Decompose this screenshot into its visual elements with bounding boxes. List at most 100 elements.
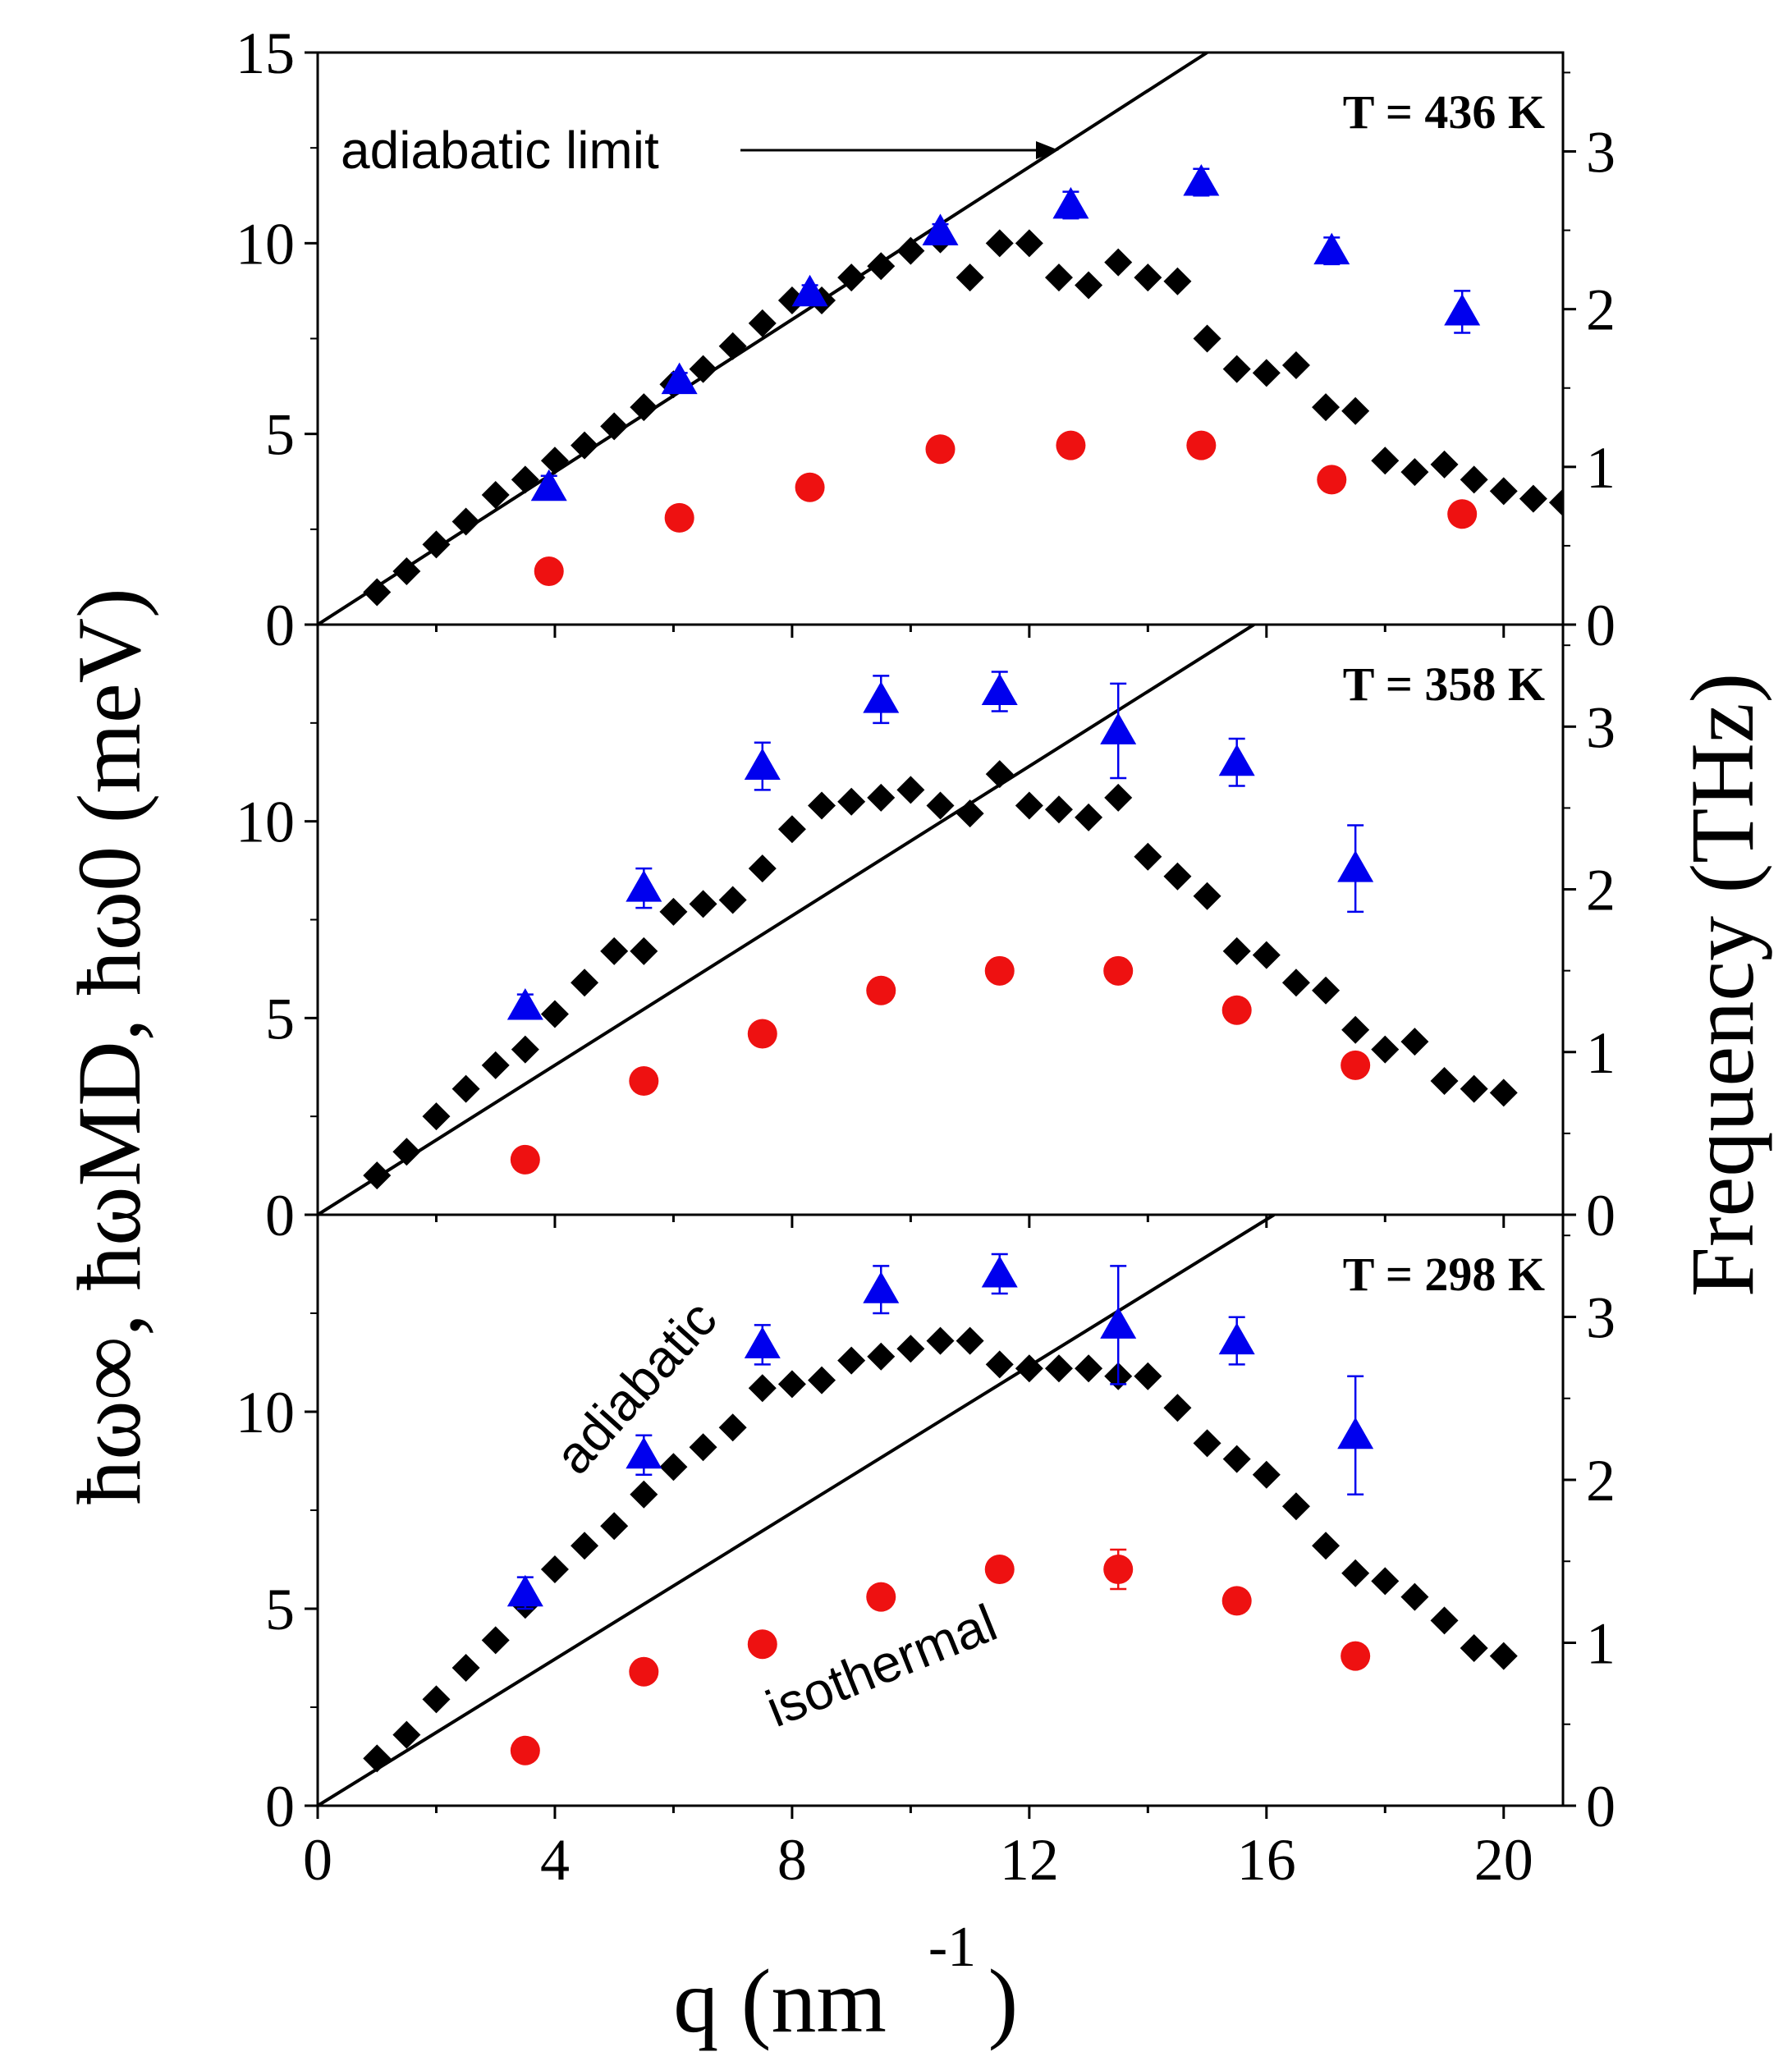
omega-inf-triangle-point [626,870,662,902]
md-diamond-point [511,465,539,494]
y-right-tick-label: 2 [1586,277,1616,343]
omega-0-circle-point [1317,465,1347,495]
panel-temperature-label: T = 298 K [1343,1248,1545,1301]
md-diamond-point [451,1074,480,1103]
panel-frame [316,1213,1565,1807]
md-diamond-point [1134,263,1162,292]
md-diamond-point [540,1555,569,1583]
md-diamond-point [896,236,925,265]
y-left-tick-label: 0 [265,593,295,658]
md-diamond-point [1044,795,1073,824]
md-diamond-point [1193,882,1221,910]
y-left-tick-label: 0 [265,1774,295,1839]
md-diamond-point [748,854,777,883]
md-diamond-point [1519,484,1547,513]
md-diamond-point [1134,842,1162,871]
md-diamond-point [926,791,955,820]
y-left-tick-label: 15 [236,21,295,86]
md-diamond-point [689,1433,717,1462]
annotation-isothermal: isothermal [758,1593,1005,1738]
omega-0-circle-point [629,1656,659,1687]
md-diamond-point [1075,803,1103,831]
md-diamond-point [956,799,984,828]
md-diamond-point [1252,1460,1281,1489]
md-diamond-point [748,1374,777,1403]
md-diamond-point [1222,1445,1251,1473]
omega-inf-triangle-point [922,213,959,245]
md-diamond-point [422,1102,451,1131]
y-right-tick-label: 3 [1586,119,1616,185]
y-left-tick-label: 5 [265,402,295,468]
md-diamond-point [511,1035,539,1064]
md-diamond-point [1252,941,1281,969]
md-diamond-point [600,412,629,441]
md-diamond-point [985,229,1014,258]
md-diamond-point [896,1335,925,1363]
md-diamond-point [718,332,747,360]
x-tick-label: 4 [540,1827,570,1893]
omega-inf-triangle-point [1052,186,1089,219]
omega-0-circle-point [795,472,825,502]
omega-inf-triangle-point [744,748,781,781]
md-diamond-point [748,309,777,337]
x-axis-title: q (nm [673,1951,887,2051]
annotation-arrow-head [1036,141,1059,159]
x-axis-title-close: ) [988,1951,1019,2051]
omega-inf-triangle-point [1444,293,1481,326]
md-diamond-point [481,1626,510,1655]
omega-0-circle-point [510,1735,540,1765]
md-diamond-point [392,1138,421,1166]
md-diamond-point [808,791,836,820]
md-diamond-point [777,1370,806,1399]
md-diamond-point [363,1744,392,1773]
adiabatic-line [318,625,1255,1215]
md-diamond-point [392,1720,421,1749]
omega-inf-triangle-point [1337,1417,1374,1449]
omega-inf-triangle-point [1183,163,1220,196]
md-diamond-point [1075,1354,1103,1383]
omega-0-circle-point [984,955,1015,986]
md-diamond-point [1400,458,1429,487]
md-diamond-point [1193,324,1221,353]
md-diamond-point [1460,1074,1488,1103]
y-left-tick-label: 0 [265,1183,295,1248]
md-diamond-point [1371,447,1400,475]
md-diamond-point [600,1512,629,1541]
omega-inf-triangle-point [1100,712,1137,744]
omega-inf-triangle-point [506,1574,543,1607]
md-diamond-point [1312,393,1341,422]
md-diamond-point [630,937,658,965]
annotation-adiabatic-limit: adiabatic limit [341,121,659,180]
panel-data [363,1253,1518,1773]
md-diamond-point [1104,248,1133,277]
y-right-tick-label: 0 [1586,1183,1616,1248]
md-diamond-point [659,897,688,926]
md-diamond-point [837,1346,866,1375]
x-tick-label: 0 [303,1827,332,1893]
omega-inf-triangle-point [1218,744,1255,776]
y-left-tick-label: 10 [236,790,295,855]
panel-temperature-label: T = 436 K [1343,85,1545,139]
x-tick-label: 8 [777,1827,807,1893]
md-diamond-point [1341,1015,1370,1044]
md-diamond-point [392,556,421,585]
omega-inf-triangle-point [626,1436,662,1469]
y-right-tick-label: 0 [1586,1774,1616,1839]
omega-0-circle-point [1341,1050,1371,1080]
md-diamond-point [1460,465,1488,494]
md-diamond-point [1015,791,1043,820]
md-diamond-point [718,886,747,914]
md-diamond-point [867,252,896,281]
md-diamond-point [363,578,392,607]
omega-0-circle-point [1056,430,1086,460]
omega-inf-triangle-point [863,681,900,713]
omega-inf-triangle-point [981,673,1018,705]
md-diamond-point [1281,1492,1310,1521]
md-diamond-point [1163,1394,1192,1422]
panel-temperature-label: T = 358 K [1343,657,1545,711]
md-diamond-point [1015,1354,1043,1383]
